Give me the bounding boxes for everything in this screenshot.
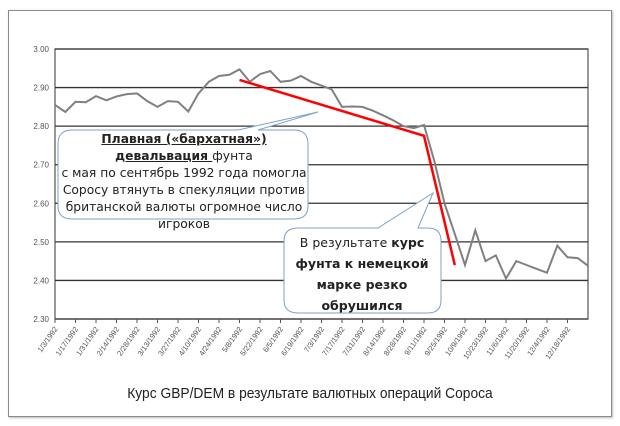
- callout-devaluation: Плавная («бархатная») девальвация фунта …: [60, 131, 308, 233]
- y-tick-label: 2.80: [33, 122, 49, 131]
- callout1-bold: Плавная («бархатная») девальвация: [101, 132, 267, 163]
- callout1-line: Соросу втянуть в спекуляции против: [62, 183, 306, 197]
- chart-title: Курс GBP/DEM в результате валютных опера…: [127, 385, 493, 402]
- callout2-text: В результате: [299, 235, 392, 250]
- y-tick-label: 2.30: [33, 315, 49, 324]
- chart-frame: [8, 10, 612, 417]
- callout2-line: фунта к немецкой: [295, 256, 429, 271]
- y-tick-label: 2.70: [33, 161, 49, 170]
- y-tick-label: 2.40: [33, 276, 49, 285]
- y-tick-label: 2.60: [33, 199, 49, 208]
- series-line-gbp-dem: [54, 68, 589, 281]
- callout1-bubble: [57, 111, 319, 220]
- callout2-line: обрушился: [321, 298, 403, 313]
- trend-line: [239, 78, 457, 266]
- y-tick-label: 3.00: [33, 45, 49, 54]
- callout-crash: В результате курс фунта к немецкой марке…: [284, 232, 440, 316]
- y-tick-label: 2.50: [33, 238, 49, 247]
- callout2-bold: курс: [391, 235, 425, 250]
- callout1-line: с мая по сентябрь 1992 года помогла: [61, 166, 307, 180]
- callout2-line: марке резко: [316, 277, 408, 292]
- y-tick-label: 2.90: [33, 84, 49, 93]
- callout1-line: игроков: [158, 217, 210, 231]
- callout1-text: фунта: [212, 149, 253, 163]
- callout1-line: британской валюты огромное число: [65, 200, 303, 214]
- callout2-bubble: [283, 191, 442, 314]
